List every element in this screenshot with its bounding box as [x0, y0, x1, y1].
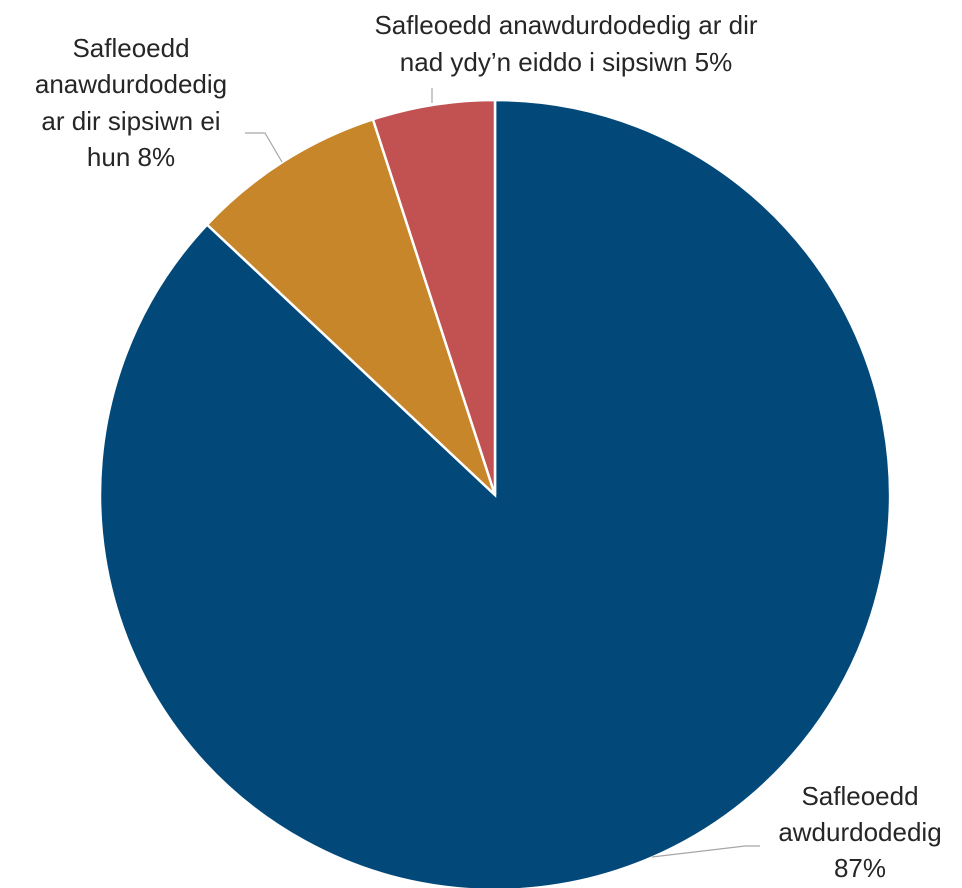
data-label-line: Safleoedd anawdurdodedig ar dir: [374, 10, 757, 40]
data-label-line: Safleoedd: [801, 781, 918, 811]
leader-line-authorised: [651, 845, 760, 858]
data-label-unauth-own-land: Safleoedd anawdurdodedig ar dir sipsiwn …: [35, 33, 227, 172]
leader-line-unauth-own-land: [245, 132, 283, 163]
data-label-line: nad ydy’n eiddo i sipsiwn 5%: [400, 47, 732, 77]
data-label-unauth-not-own-land: Safleoedd anawdurdodedig ar dir nad ydy’…: [374, 10, 757, 77]
data-label-line: awdurdodedig: [778, 817, 941, 847]
data-label-line: 87%: [834, 853, 886, 883]
pie-slice-1: [98, 98, 892, 888]
data-label-line: ar dir sipsiwn ei: [41, 106, 220, 136]
data-label-authorised: Safleoedd awdurdodedig 87%: [778, 781, 941, 883]
data-label-line: Safleoedd: [72, 33, 189, 63]
pie-slice-3: [371, 98, 497, 496]
pie-slice-2: [205, 117, 497, 496]
data-label-line: hun 8%: [87, 142, 175, 172]
data-label-line: anawdurdodedig: [35, 69, 227, 99]
pie-slices: [98, 98, 892, 888]
